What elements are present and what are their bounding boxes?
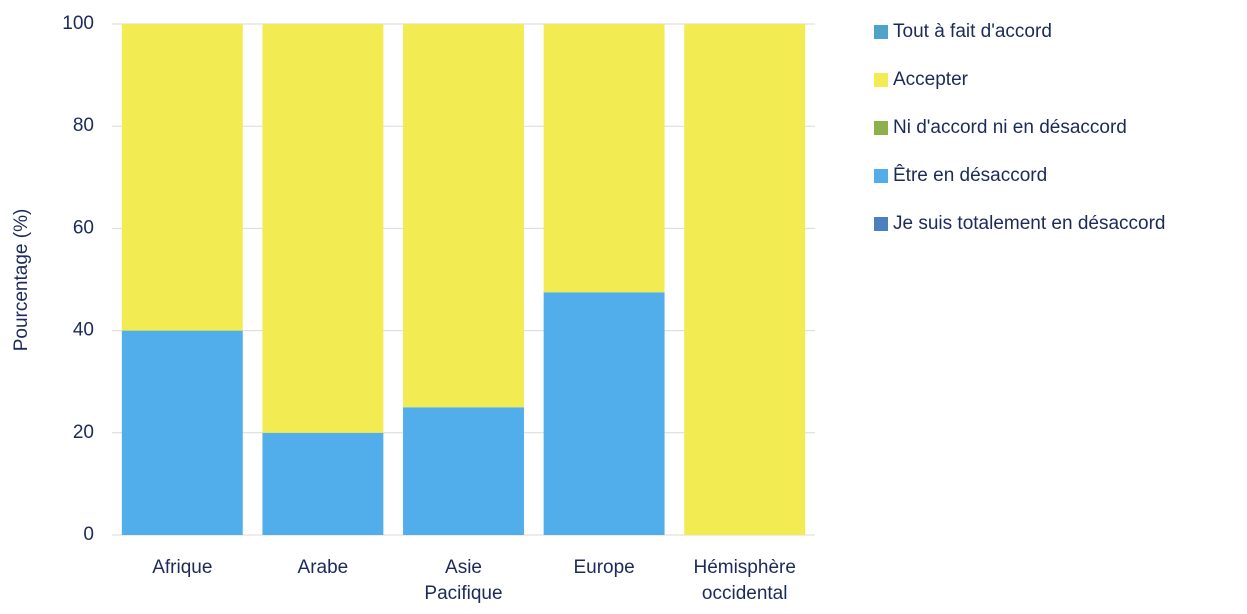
y-tick-label: 100 xyxy=(62,13,94,34)
legend-label: Je suis totalement en désaccord xyxy=(893,213,1166,234)
y-tick-label: 80 xyxy=(73,115,94,136)
x-tick-label: Europe xyxy=(573,557,635,578)
legend-label: Accepter xyxy=(893,69,969,90)
legend-swatch xyxy=(874,25,888,39)
bar-segment xyxy=(262,24,384,433)
bar-segment xyxy=(543,24,665,293)
legend-label: Être en désaccord xyxy=(893,164,1047,186)
y-tick-label: 0 xyxy=(83,524,94,545)
legend-label: Tout à fait d'accord xyxy=(893,21,1052,42)
legend-label: Ni d'accord ni en désaccord xyxy=(893,117,1127,138)
y-tick-label: 40 xyxy=(73,320,94,341)
bar-segment xyxy=(403,407,524,535)
y-axis-title: Pourcentage (%) xyxy=(11,209,32,352)
legend-swatch xyxy=(874,73,888,87)
bar-segment xyxy=(262,432,384,535)
x-tick-label: Asie Pacifique xyxy=(424,557,503,604)
legend-swatch xyxy=(874,121,888,135)
x-tick-label: Arabe xyxy=(297,557,349,578)
y-tick-label: 20 xyxy=(73,422,94,443)
y-tick-label: 60 xyxy=(73,217,94,238)
x-tick-label: Afrique xyxy=(152,557,213,578)
bar-segment xyxy=(121,330,243,535)
x-tick-label: Hémisphère occidental xyxy=(693,557,796,604)
bar-segment xyxy=(543,292,665,535)
legend-swatch xyxy=(874,217,888,231)
bar-segment xyxy=(121,24,243,331)
bar-segment xyxy=(684,24,806,535)
bar-segment xyxy=(403,24,524,408)
legend-swatch xyxy=(874,169,888,183)
